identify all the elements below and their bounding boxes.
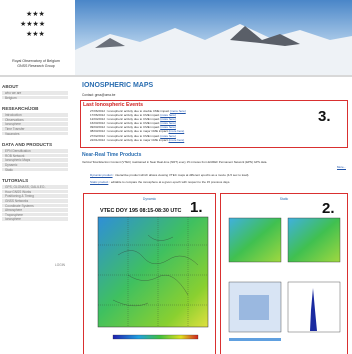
svg-text:★★★: ★★★ — [26, 30, 45, 38]
static-maps — [224, 210, 346, 352]
svg-text:★★★: ★★★ — [26, 10, 45, 18]
product-row: Static product : editable to compare the… — [90, 179, 249, 186]
sidebar-heading: DATA AND PRODUCTS — [2, 142, 72, 147]
product-row: Dynamic product : interactive product wh… — [90, 172, 249, 179]
sidebar-heading: RESEARCH/JOB — [2, 106, 72, 111]
event-text: 22/01/2012 : Ionospheric activity due to… — [90, 138, 168, 142]
product-link[interactable]: Dynamic product — [90, 173, 113, 177]
product-link[interactable]: Static product — [90, 180, 108, 184]
group-name: GNSS Research Group — [0, 64, 72, 68]
sidebar-item[interactable]: Ionosphere — [2, 217, 68, 222]
vtec-map — [88, 215, 212, 350]
map-title: VTEC DOY 195 08:15-08:30 UTC — [100, 208, 181, 214]
org-name: Royal Observatory of Belgium — [0, 59, 72, 63]
events-number: 3. — [318, 108, 331, 125]
nrt-title: Near-Real Time Products — [82, 152, 141, 158]
product-text: : interactive product which allows viewi… — [113, 173, 249, 177]
product-text: : editable to compare the ionosphere at … — [109, 180, 230, 184]
event-link[interactable]: (more here) — [169, 138, 185, 142]
events-list: 27/06/2012 : Ionospheric activity due to… — [90, 109, 186, 142]
event-row: 22/01/2012 : Ionospheric activity due to… — [90, 138, 186, 142]
sidebar-item[interactable]: Belgium — [2, 96, 68, 101]
sidebar-item[interactable]: Static — [2, 168, 68, 173]
products-list: Dynamic product : interactive product wh… — [90, 172, 249, 186]
more-link[interactable]: More... — [337, 165, 346, 169]
login[interactable]: LOGIN — [55, 263, 65, 267]
sidebar-heading: TUTORIALS — [2, 178, 72, 183]
sidebar-heading: ABOUT — [2, 84, 72, 89]
dynamic-number: 1. — [190, 199, 203, 216]
sidebar-item[interactable]: Vacancies — [2, 132, 68, 137]
nrt-text: Vertical Total Electron Content (VTEC) m… — [82, 160, 267, 164]
events-title: Last Ionospheric Events — [83, 102, 143, 108]
contact: Contact: gnss@oma.be — [82, 93, 115, 97]
page: {"header":{"org":"Royal Observatory of B… — [0, 0, 352, 354]
page-title: IONOSPHERIC MAPS — [82, 82, 153, 89]
svg-text:★★★★: ★★★★ — [20, 20, 45, 28]
